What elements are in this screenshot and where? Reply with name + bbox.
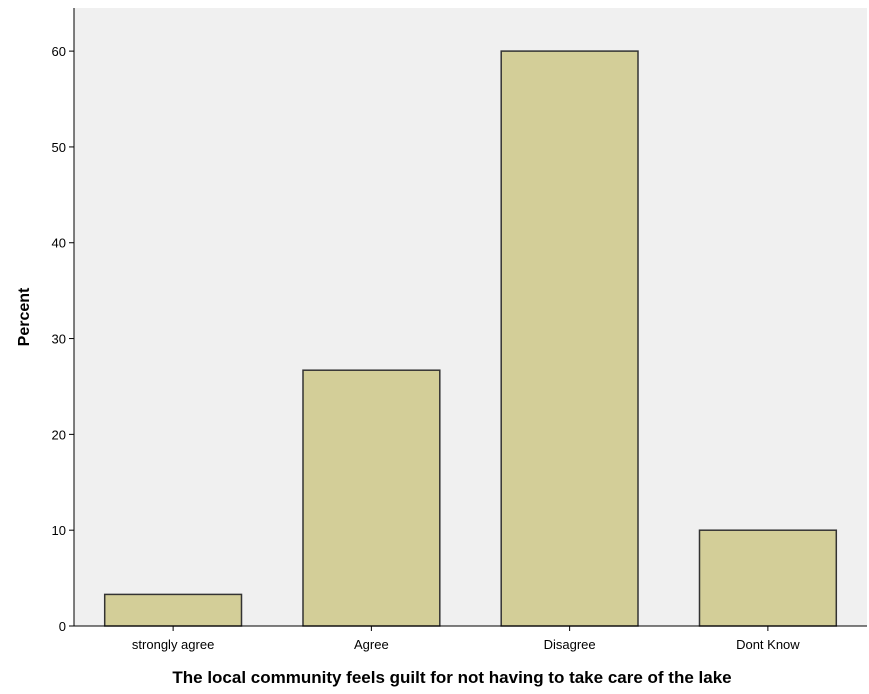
x-tick-label: Agree	[354, 637, 389, 652]
y-tick-label: 50	[52, 140, 66, 155]
x-axis-title: The local community feels guilt for not …	[172, 668, 731, 687]
y-tick-label: 40	[52, 236, 66, 251]
bars-group	[103, 50, 838, 627]
bar-strongly-agree	[103, 593, 243, 627]
bar-disagree	[500, 50, 639, 627]
y-ticks-group: 0 10 20 30 40 50 60	[52, 44, 74, 634]
x-ticks-group: strongly agree Agree Disagree Dont Know	[132, 626, 800, 652]
plot-area	[74, 8, 867, 626]
x-tick-label: Dont Know	[736, 637, 800, 652]
bar-agree	[302, 369, 441, 627]
x-tick-label: Disagree	[544, 637, 596, 652]
y-tick-label: 30	[52, 332, 66, 347]
y-tick-label: 20	[52, 427, 66, 442]
y-tick-label: 60	[52, 44, 66, 59]
y-axis-title: Percent	[16, 287, 33, 346]
y-tick-label: 0	[59, 619, 66, 634]
bar-dont-know	[698, 529, 838, 627]
y-tick-label: 10	[52, 523, 66, 538]
x-tick-label: strongly agree	[132, 637, 214, 652]
